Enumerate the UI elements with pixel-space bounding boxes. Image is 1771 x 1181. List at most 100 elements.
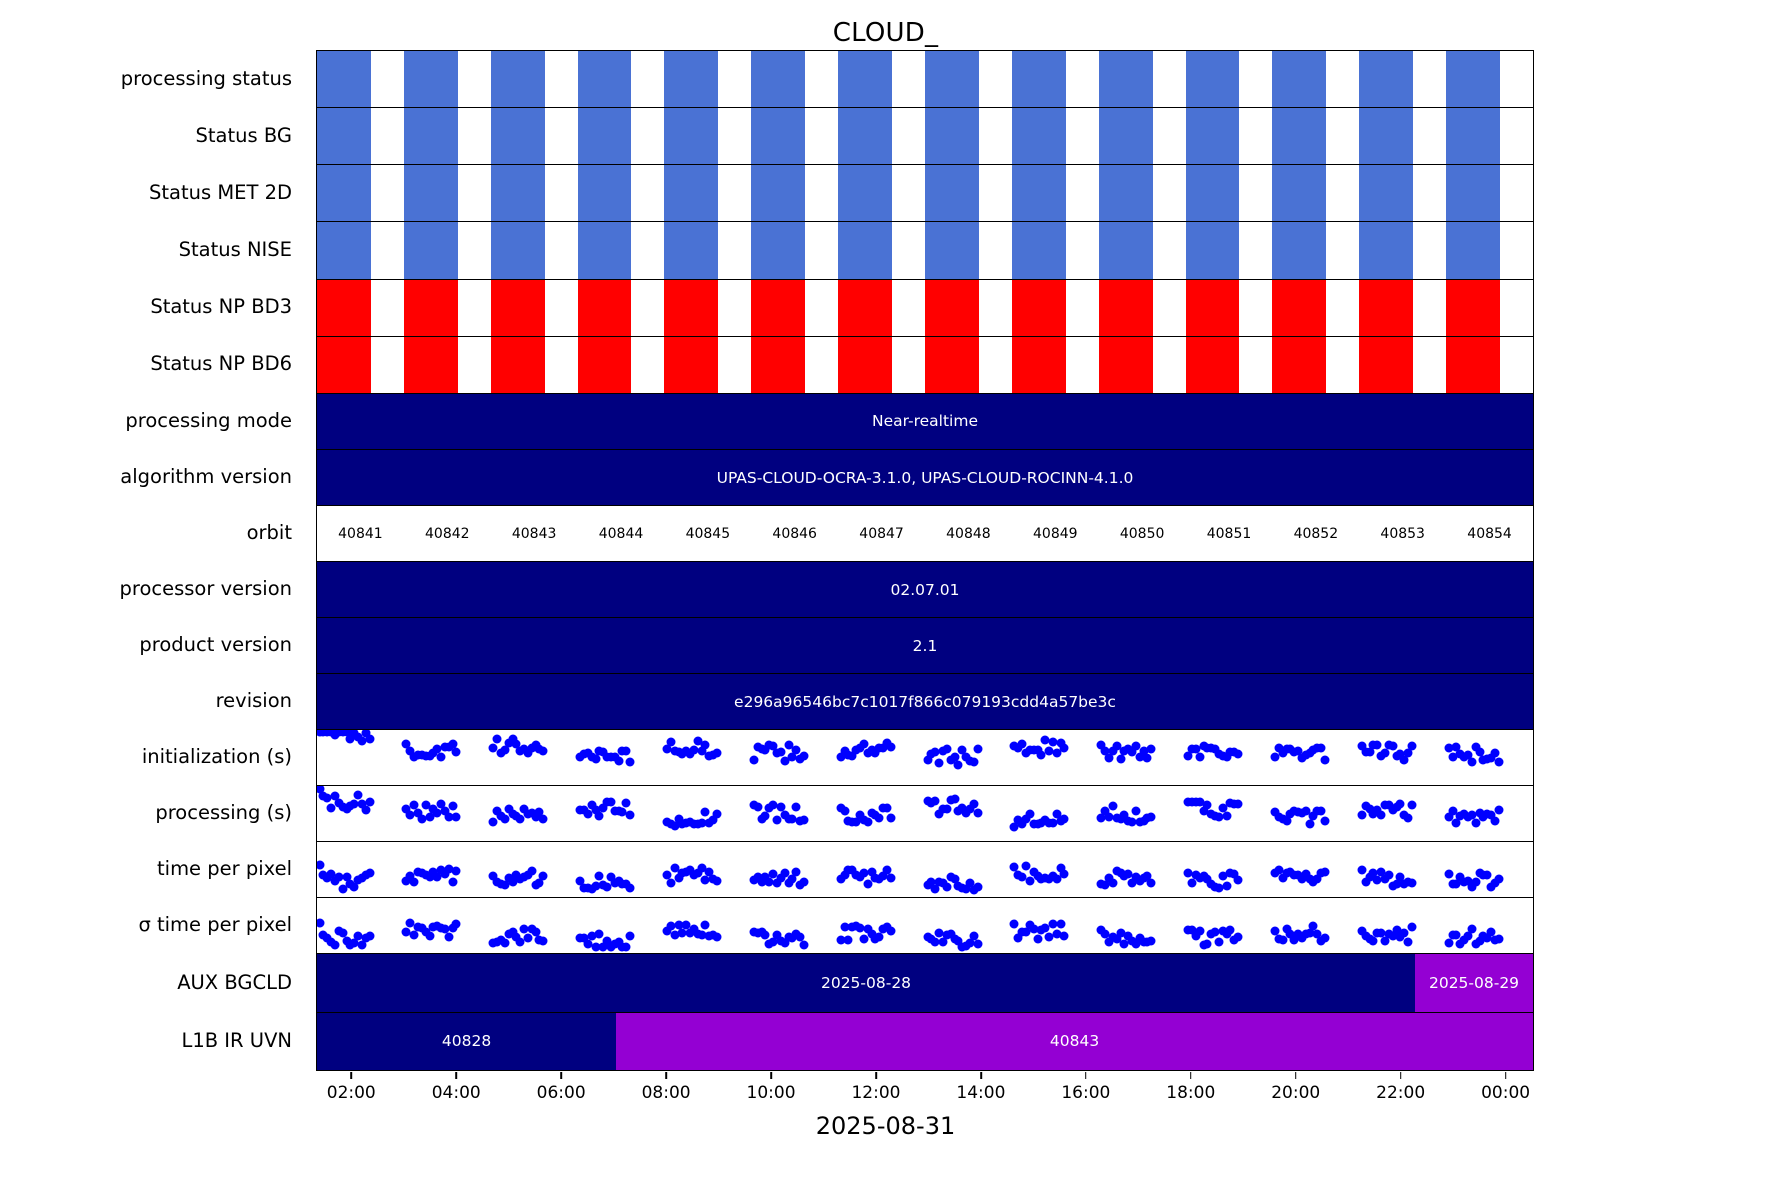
scatter-point [1142, 753, 1152, 763]
scatter-point [957, 745, 967, 755]
scatter-point [662, 870, 672, 880]
scatter-point [670, 863, 680, 873]
scatter-point [353, 931, 363, 941]
scatter-point [1222, 929, 1232, 939]
scatter-point [973, 939, 983, 949]
x-tick-mark [560, 1072, 562, 1079]
scatter-point [1017, 872, 1027, 882]
scatter-point [338, 884, 348, 894]
scatter-point [361, 805, 371, 815]
scatter-point [1467, 810, 1477, 820]
scatter-point [594, 811, 604, 821]
scatter-point [1444, 812, 1454, 822]
scatter-point [1467, 924, 1477, 934]
scatter-point [1131, 741, 1141, 751]
status-stripe [664, 222, 719, 279]
status-stripe [1446, 279, 1500, 336]
scatter-point [666, 737, 676, 747]
scatter-point [859, 934, 869, 944]
scatter-point [973, 882, 983, 892]
status-stripe [1359, 336, 1414, 393]
scatter-point [508, 927, 518, 937]
scatter-point [1392, 879, 1401, 889]
scatter-point [961, 808, 971, 818]
scatter-point [1376, 928, 1386, 938]
scatter-point [946, 929, 956, 939]
timeline-row [317, 107, 1533, 165]
scatter-point [1407, 800, 1417, 810]
status-stripe [1098, 222, 1153, 279]
scatter-point [1388, 931, 1398, 941]
scatter-point [662, 926, 672, 936]
scatter-point [926, 877, 936, 887]
scatter-point [594, 929, 604, 939]
status-stripe [1272, 336, 1327, 393]
scatter-point [1021, 861, 1031, 871]
scatter-point [1048, 737, 1058, 747]
scatter-point [330, 940, 340, 950]
scatter-point [1297, 874, 1307, 884]
scatter-point [1316, 806, 1326, 816]
scatter-point [1486, 927, 1496, 937]
scatter-point [791, 867, 801, 877]
scatter-point [1104, 753, 1114, 763]
scatter-point [799, 751, 809, 761]
row-label: AUX BGCLD [177, 970, 292, 994]
scatter-point [942, 804, 952, 814]
scatter-point [1112, 741, 1122, 751]
scatter-point [1490, 748, 1500, 758]
scatter-point [500, 938, 510, 948]
status-stripe [1446, 108, 1500, 165]
x-tick-label: 10:00 [746, 1083, 796, 1103]
scatter-point [1380, 936, 1390, 946]
scatter-point [591, 942, 601, 952]
scatter-point [961, 884, 971, 894]
status-stripe [317, 165, 371, 222]
x-axis-title: 2025-08-31 [815, 1112, 956, 1140]
timeline-segment: 2025-08-28 [317, 954, 1416, 1012]
scatter-point [700, 807, 710, 817]
scatter-point [697, 746, 707, 756]
scatter-point [538, 871, 548, 881]
scatter-point [432, 808, 442, 818]
scatter-point [444, 812, 454, 822]
timeline-row: e296a96546bc7c1017f866c079193cdd4a57be3c [317, 673, 1533, 730]
scatter-point [874, 932, 884, 942]
x-tick-label: 16:00 [1061, 1083, 1111, 1103]
scatter-point [1308, 921, 1318, 931]
scatter-point [753, 802, 763, 812]
scatter-point [1135, 752, 1145, 762]
scatter-point [531, 927, 541, 937]
orbit-number: 40844 [598, 525, 644, 542]
scatter-point [448, 877, 458, 887]
scatter-point [504, 738, 514, 748]
status-stripe [403, 165, 458, 222]
scatter-point [780, 938, 790, 948]
scatter-point [1451, 879, 1461, 889]
scatter-point [1403, 748, 1413, 758]
scatter-point [697, 863, 707, 873]
status-stripe [403, 222, 458, 279]
timeline-row: 2025-08-28 2025-08-29 [317, 953, 1533, 1012]
status-stripe [577, 51, 632, 108]
scatter-point [1486, 753, 1496, 763]
scatter-point [338, 928, 348, 938]
status-stripe [403, 279, 458, 336]
scatter-point [1052, 929, 1062, 939]
status-stripe [925, 165, 979, 222]
scatter-point [787, 933, 797, 943]
scatter-point [712, 809, 722, 819]
scatter-point [583, 939, 593, 949]
scatter-point [882, 865, 892, 875]
scatter-point [757, 877, 767, 887]
timeline-row [317, 221, 1533, 279]
scatter-point [492, 806, 502, 816]
scatter-point [1100, 806, 1110, 816]
status-stripe [664, 51, 719, 108]
scatter-point [1289, 935, 1299, 945]
scatter-point [1131, 939, 1141, 949]
scatter-point [772, 930, 782, 940]
status-stripe [403, 51, 458, 108]
scatter-point [500, 880, 510, 890]
scatter-point [425, 812, 435, 822]
